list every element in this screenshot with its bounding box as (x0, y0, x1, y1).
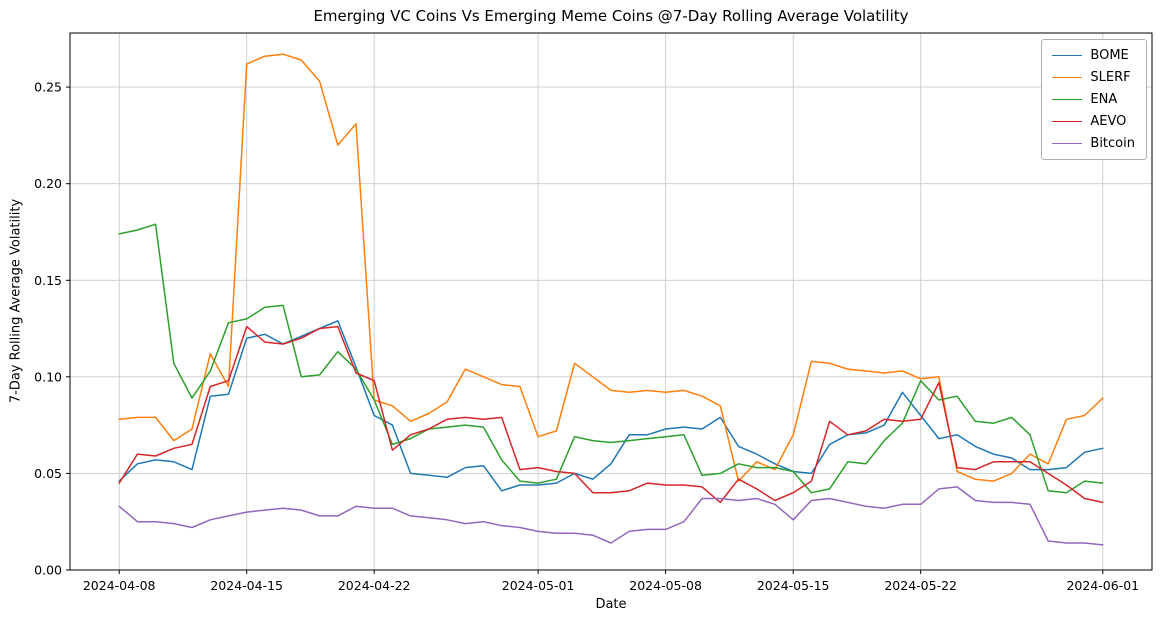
legend-label: Bitcoin (1090, 136, 1135, 151)
y-tick-label: 0.10 (34, 369, 62, 384)
legend: BOME SLERF ENA AEVO Bitcoin (1041, 39, 1147, 160)
legend-line-swatch (1052, 99, 1083, 100)
series-line-bitcoin (118, 486, 1104, 546)
y-tick-label: 0.25 (34, 80, 62, 95)
plot-border (69, 32, 1153, 571)
legend-label: AEVO (1090, 114, 1127, 129)
x-tick-label: 2024-05-15 (757, 578, 830, 593)
legend-label: SLERF (1090, 70, 1131, 85)
legend-item-bitcoin: Bitcoin (1052, 136, 1135, 151)
legend-line-swatch (1052, 77, 1083, 78)
legend-label: ENA (1090, 92, 1118, 107)
y-tick-label: 0.15 (34, 273, 62, 288)
legend-item-bome: BOME (1052, 48, 1135, 63)
chart-title: Emerging VC Coins Vs Emerging Meme Coins… (313, 7, 909, 25)
series-line-ena (118, 223, 1104, 494)
series-line-aevo (118, 325, 1104, 504)
x-tick-label: 2024-06-01 (1066, 578, 1139, 593)
y-axis-label: 7-Day Rolling Average Volatility (8, 198, 24, 404)
legend-item-slerf: SLERF (1052, 70, 1135, 85)
legend-line-swatch (1052, 143, 1083, 144)
series-line-slerf (118, 53, 1104, 482)
x-tick-label: 2024-04-22 (338, 578, 411, 593)
legend-line-swatch (1052, 121, 1083, 122)
x-tick-label: 2024-04-08 (83, 578, 156, 593)
legend-line-swatch (1052, 55, 1083, 56)
y-tick-label: 0.20 (34, 176, 62, 191)
legend-item-ena: ENA (1052, 92, 1135, 107)
y-tick-label: 0.00 (34, 563, 62, 578)
legend-item-aevo: AEVO (1052, 114, 1135, 129)
legend-label: BOME (1090, 48, 1129, 63)
x-tick-label: 2024-05-22 (884, 578, 957, 593)
y-tick-label: 0.05 (34, 466, 62, 481)
x-tick-label: 2024-04-15 (210, 578, 283, 593)
x-tick-label: 2024-05-08 (629, 578, 702, 593)
x-tick-label: 2024-05-01 (502, 578, 575, 593)
x-axis-label: Date (595, 597, 627, 612)
